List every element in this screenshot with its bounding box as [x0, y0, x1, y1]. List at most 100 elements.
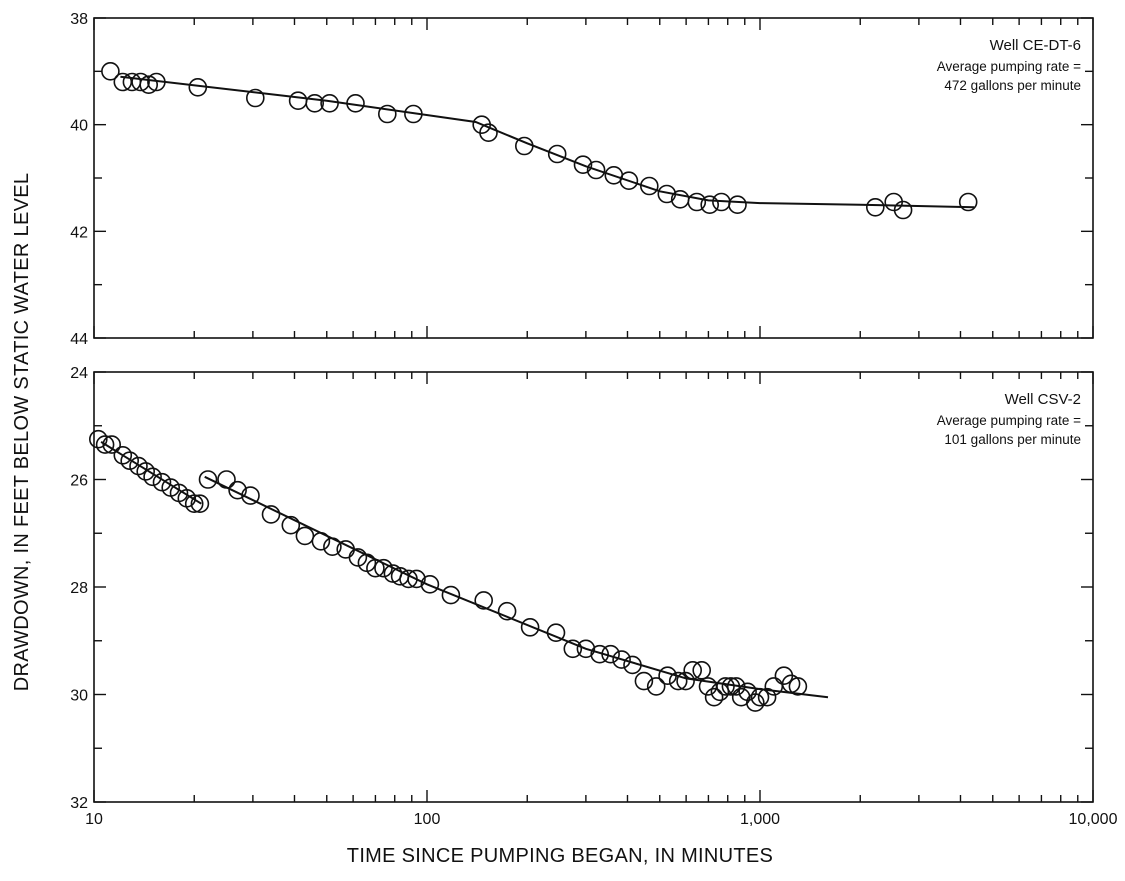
data-point	[716, 677, 735, 696]
data-point	[136, 462, 155, 481]
data-point	[89, 429, 108, 449]
data-point	[958, 192, 978, 212]
data-point	[520, 617, 540, 637]
data-point	[295, 526, 315, 546]
data-point	[576, 639, 596, 659]
x-tick-label: 10,000	[1069, 811, 1118, 828]
data-point	[788, 677, 808, 696]
data-point	[147, 72, 166, 92]
data-point	[366, 558, 385, 578]
data-point	[113, 72, 133, 92]
data-point	[120, 451, 139, 471]
x-tick-label: 100	[414, 811, 441, 828]
y-tick-label: 26	[70, 473, 88, 490]
data-point	[721, 677, 741, 696]
data-point	[184, 494, 204, 514]
data-point	[757, 687, 777, 707]
data-point	[728, 195, 747, 214]
data-point	[188, 78, 208, 97]
data-point	[346, 94, 365, 113]
data-point	[131, 72, 150, 92]
data-point	[113, 445, 133, 465]
data-point	[241, 486, 260, 505]
data-point	[261, 505, 281, 524]
data-point	[658, 666, 677, 686]
data-point	[374, 558, 393, 578]
data-point	[399, 569, 418, 589]
data-point	[619, 171, 639, 190]
x-axis-label: TIME SINCE PUMPING BEGAN, IN MINUTES	[347, 845, 773, 867]
data-point	[700, 195, 720, 214]
data-point	[704, 687, 724, 707]
y-tick-label: 32	[70, 795, 88, 812]
data-point	[407, 569, 426, 589]
data-point	[547, 144, 567, 164]
data-point	[692, 660, 712, 680]
data-point	[586, 160, 606, 180]
plot-frame	[93, 371, 1094, 803]
data-point	[281, 515, 301, 535]
data-point	[601, 644, 620, 664]
well-name-label: Well CSV-2	[1005, 391, 1081, 408]
y-tick-label: 38	[70, 11, 88, 28]
data-point	[668, 671, 688, 691]
data-point	[710, 682, 730, 702]
fit-line	[100, 441, 202, 505]
data-point	[311, 531, 331, 551]
data-point	[228, 480, 247, 500]
data-point	[865, 198, 885, 217]
y-tick-label: 30	[70, 688, 88, 705]
y-tick-label: 40	[70, 118, 88, 135]
data-point	[687, 192, 707, 212]
pumping-rate-label: 472 gallons per minute	[944, 78, 1081, 93]
data-point	[102, 435, 121, 454]
data-point	[404, 104, 423, 124]
data-point	[676, 671, 695, 691]
data-point	[646, 677, 666, 696]
data-point	[573, 155, 593, 174]
y-axis-label: DRAWDOWN, IN FEET BELOW STATIC WATER LEV…	[11, 173, 33, 692]
pumping-rate-label: Average pumping rate =	[937, 59, 1081, 74]
data-point	[246, 88, 265, 108]
data-point	[377, 104, 397, 124]
data-point	[726, 677, 746, 696]
y-tick-label: 24	[70, 365, 88, 382]
data-point	[479, 123, 498, 142]
data-point	[546, 623, 566, 643]
y-tick-label: 42	[70, 224, 88, 241]
y-tick-label: 44	[70, 331, 88, 348]
data-point	[514, 136, 534, 156]
data-point	[95, 435, 115, 454]
fit-line	[204, 475, 829, 699]
x-tick-label: 10	[85, 811, 103, 828]
data-point	[474, 591, 494, 610]
data-point	[441, 585, 461, 605]
y-tick-label: 28	[70, 580, 88, 597]
data-point	[612, 650, 631, 669]
data-point	[198, 470, 218, 489]
x-tick-label: 1,000	[740, 811, 780, 828]
data-point	[348, 548, 368, 567]
data-point	[563, 639, 583, 659]
data-point	[590, 644, 610, 664]
data-point	[190, 494, 210, 514]
data-point	[750, 687, 770, 707]
data-point	[139, 75, 158, 94]
data-point	[217, 470, 236, 489]
well-name-label: Well CE-DT-6	[990, 37, 1081, 54]
data-point	[320, 94, 339, 113]
data-point	[745, 693, 765, 712]
chart-panel-ce-dt-6: 38 40 42 44 Well CE-DT-6 Average pumping rate…	[70, 11, 1094, 348]
data-point	[639, 176, 659, 196]
data-point	[657, 184, 677, 204]
data-point	[101, 62, 120, 81]
data-point	[305, 94, 325, 113]
data-point	[288, 91, 308, 110]
data-point	[683, 660, 703, 680]
data-point	[634, 671, 654, 691]
data-point	[323, 537, 342, 557]
data-point	[143, 467, 162, 487]
pumping-rate-label: 101 gallons per minute	[944, 432, 1081, 447]
